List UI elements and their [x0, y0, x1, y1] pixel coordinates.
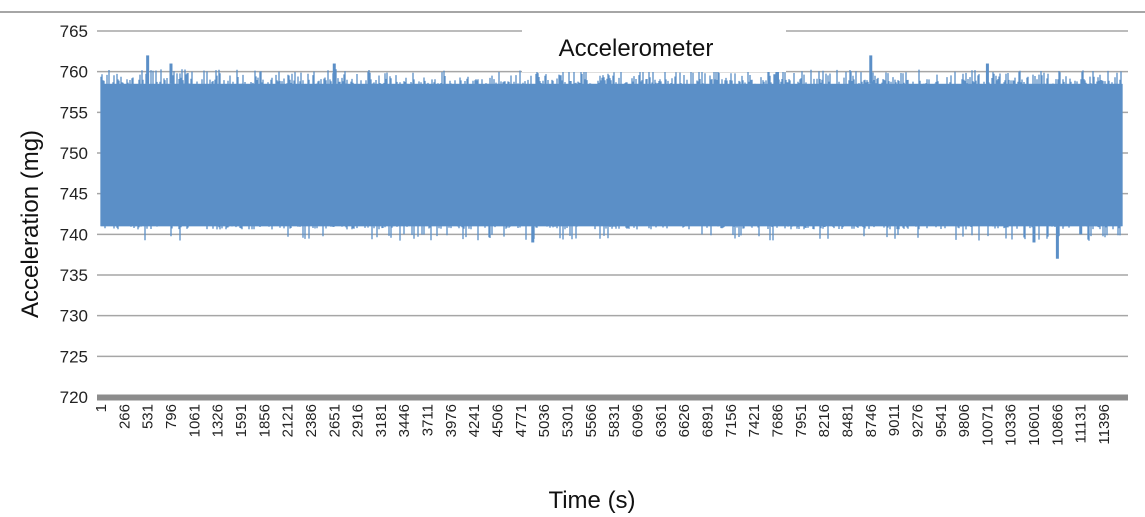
- x-tick-label: 7156: [723, 404, 740, 437]
- y-tick-label: 725: [60, 347, 88, 366]
- y-tick-label: 720: [60, 388, 88, 407]
- x-axis-label: Time (s): [548, 487, 635, 514]
- y-axis-label: Acceleration (mg): [17, 130, 44, 318]
- x-tick-label: 3181: [373, 404, 390, 437]
- y-tick-label: 755: [60, 103, 88, 122]
- y-axis-ticks: 720 725 730 735 740 745 750 755 760 765: [60, 22, 88, 407]
- x-tick-label: 10336: [1003, 404, 1020, 446]
- signal-spikes: [100, 69, 1123, 241]
- data-series: [100, 55, 1123, 259]
- x-tick-label: 7421: [746, 404, 763, 437]
- x-tick-label: 9276: [909, 404, 926, 437]
- x-tick-label: 7686: [769, 404, 786, 437]
- x-tick-label: 1856: [256, 404, 273, 437]
- y-tick-label: 745: [60, 185, 88, 204]
- x-tick-label: 5036: [536, 404, 553, 437]
- y-tick-label: 750: [60, 144, 88, 163]
- x-tick-label: 8481: [839, 404, 856, 437]
- y-tick-label: 760: [60, 63, 88, 82]
- x-tick-label: 3976: [443, 404, 460, 437]
- x-tick-label: 11396: [1096, 404, 1113, 445]
- x-axis-baseline: [97, 394, 1128, 401]
- x-tick-label: 3446: [396, 404, 413, 437]
- x-tick-label: 1326: [210, 404, 227, 437]
- x-tick-label: 11131: [1073, 404, 1090, 444]
- x-tick-label: 5566: [583, 404, 600, 437]
- x-tick-label: 1: [93, 404, 110, 412]
- x-tick-label: 2651: [326, 404, 343, 437]
- x-tick-label: 7951: [793, 404, 810, 437]
- y-tick-label: 765: [60, 22, 88, 41]
- y-tick-label: 740: [60, 225, 88, 244]
- x-tick-label: 2121: [280, 404, 297, 437]
- x-tick-label: 5831: [606, 404, 623, 437]
- x-tick-label: 2386: [303, 404, 320, 437]
- x-tick-label: 6626: [676, 404, 693, 437]
- x-tick-label: 531: [140, 404, 157, 429]
- x-tick-label: 4241: [466, 404, 483, 437]
- x-tick-label: 6361: [653, 404, 670, 437]
- x-tick-label: 796: [163, 404, 180, 429]
- x-tick-label: 8216: [816, 404, 833, 437]
- y-tick-label: 730: [60, 307, 88, 326]
- x-tick-label: 266: [116, 404, 133, 429]
- x-tick-label: 9806: [956, 404, 973, 437]
- x-tick-label: 6891: [699, 404, 716, 437]
- x-tick-label: 10866: [1049, 404, 1066, 446]
- x-tick-label: 1061: [186, 404, 203, 437]
- chart-title: Accelerometer: [559, 35, 714, 62]
- x-tick-label: 9011: [886, 404, 903, 436]
- x-tick-label: 9541: [933, 404, 950, 437]
- x-tick-label: 4771: [513, 404, 530, 437]
- x-tick-label: 1591: [233, 404, 250, 437]
- x-tick-label: 2916: [350, 404, 367, 437]
- y-tick-label: 735: [60, 266, 88, 285]
- x-tick-label: 3711: [420, 404, 437, 436]
- x-tick-label: 4506: [490, 404, 507, 437]
- x-tick-label: 10071: [979, 404, 996, 446]
- x-tick-label: 8746: [863, 404, 880, 437]
- title-background: [522, 26, 786, 72]
- x-axis-ticks: 1 266 531 796 1061 1326 1591 1856 2121 2386 2651 29…: [93, 404, 1113, 446]
- x-tick-label: 10601: [1026, 404, 1043, 446]
- x-tick-label: 6096: [630, 404, 647, 437]
- x-tick-label: 5301: [560, 404, 577, 437]
